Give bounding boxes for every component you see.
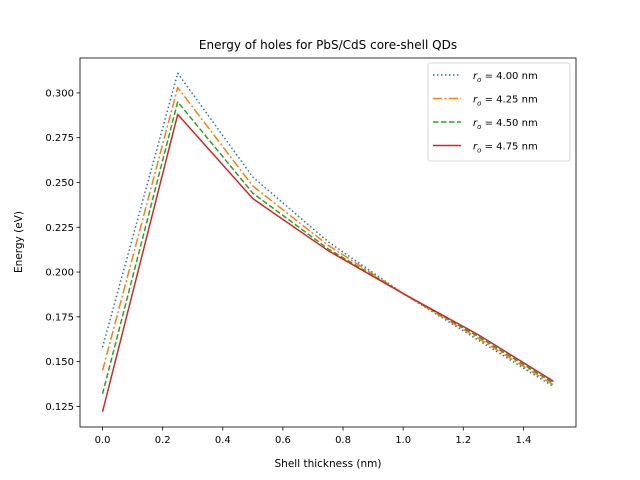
plot-area [79, 57, 577, 428]
y-tick-label: 0.150 [45, 357, 74, 368]
x-tick-label: 1.0 [395, 435, 411, 446]
y-tick-label: 0.250 [45, 178, 74, 189]
series-line-2 [101, 86, 554, 386]
x-tick-label: 0.8 [335, 435, 351, 446]
x-tick-label: 0.4 [215, 435, 231, 446]
x-axis: 0.0 0.2 0.4 0.6 0.8 1.0 1.2 1.4 [95, 427, 531, 446]
legend-label-4: ro = 4.75 nm [473, 142, 538, 155]
x-tick-label: 1.2 [455, 435, 471, 446]
y-axis: 0.125 0.150 0.175 0.200 0.225 0.250 0.275 0.300 [45, 88, 80, 413]
series-line-4 [101, 113, 554, 412]
legend: ro = 4.00 nm ro = 4.25 nm ro = 4.50 nm ro =… [427, 62, 571, 162]
legend-label-3: ro = 4.50 nm [473, 118, 538, 131]
series-line-1 [101, 72, 554, 388]
series-line-3 [101, 101, 554, 395]
x-tick-label: 0.2 [155, 435, 171, 446]
legend-label-2: ro = 4.25 nm [473, 95, 538, 108]
legend-box [427, 62, 571, 162]
y-tick-label: 0.175 [45, 312, 74, 323]
x-tick-label: 1.4 [515, 435, 531, 446]
x-tick-label: 0.0 [95, 435, 111, 446]
y-tick-label: 0.225 [45, 223, 74, 234]
y-tick-label: 0.275 [45, 133, 74, 144]
y-tick-label: 0.300 [45, 88, 74, 99]
series-layer [101, 72, 554, 412]
y-tick-label: 0.125 [45, 402, 74, 413]
chart-title: Energy of holes for PbS/CdS core-shell Q… [199, 38, 457, 52]
x-tick-label: 0.6 [275, 435, 291, 446]
legend-label-1: ro = 4.00 nm [473, 71, 538, 84]
y-tick-label: 0.200 [45, 268, 74, 279]
x-axis-label: Shell thickness (nm) [275, 458, 382, 470]
y-axis-label: Energy (eV) [13, 211, 25, 273]
